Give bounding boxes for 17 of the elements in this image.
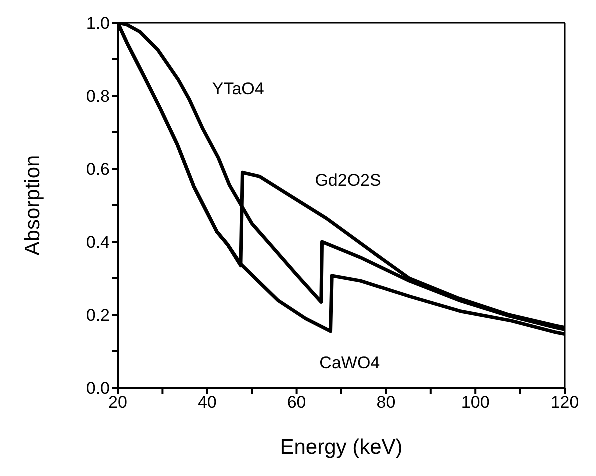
- y-tick-label: 0.6: [86, 160, 110, 180]
- x-tick-label: 60: [287, 393, 306, 412]
- x-axis-title: Energy (keV): [280, 436, 403, 459]
- x-tick-label: 80: [376, 393, 396, 412]
- y-tick-label: 1.0: [86, 14, 110, 34]
- x-tick-label: 100: [461, 393, 490, 412]
- series-label: YTaO4: [212, 80, 264, 99]
- x-tick-label: 40: [198, 393, 217, 412]
- x-tick-label: 20: [108, 393, 128, 412]
- y-tick-label: 0.8: [86, 87, 110, 106]
- y-tick-label: 0.0: [86, 379, 110, 398]
- series-label: CaWO4: [320, 353, 380, 372]
- y-tick-label: 0.2: [86, 306, 110, 326]
- y-axis-title: Absorption: [21, 155, 44, 256]
- series-label: Gd2O2S: [315, 170, 382, 190]
- y-tick-label: 0.4: [86, 233, 110, 252]
- x-tick-label: 120: [550, 393, 580, 412]
